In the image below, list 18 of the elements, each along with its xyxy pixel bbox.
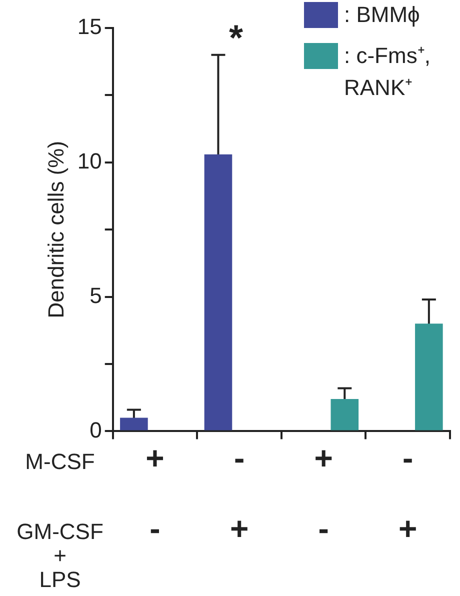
legend-label: : c-Fms⁺, RANK⁺ [344, 42, 432, 102]
bar [330, 398, 359, 430]
bar [415, 324, 443, 430]
x-tick-label: + - [146, 440, 164, 547]
y-tick-label: 15 [77, 14, 102, 40]
bar [120, 418, 148, 430]
legend-label: : BMMϕ [344, 1, 421, 29]
y-tick-label: 5 [90, 282, 102, 308]
y-tick-label: 10 [77, 148, 102, 174]
y-tick-label: 0 [90, 417, 102, 442]
text: M-CSF [25, 449, 95, 474]
text: GM-CSF + LPS [16, 519, 104, 592]
x-tick-label: - + [230, 440, 249, 547]
x-tick-label: - + [398, 440, 418, 547]
bar [204, 154, 232, 430]
y-axis-title: Dendritic cells (%) [43, 140, 68, 318]
annotation: * [228, 16, 244, 58]
x-tick-label: + - [314, 440, 333, 547]
